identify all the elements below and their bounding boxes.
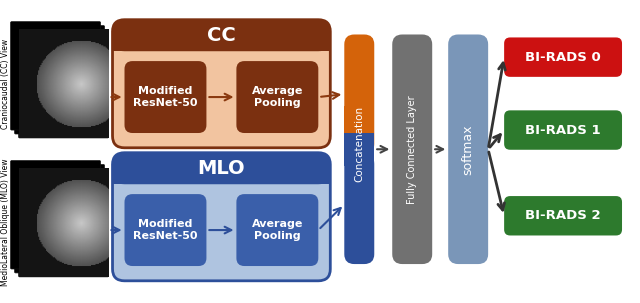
FancyBboxPatch shape: [236, 61, 318, 133]
Bar: [113, 35, 330, 51]
FancyBboxPatch shape: [504, 110, 622, 150]
FancyBboxPatch shape: [504, 38, 622, 77]
FancyBboxPatch shape: [392, 35, 432, 264]
FancyBboxPatch shape: [113, 20, 330, 148]
FancyBboxPatch shape: [448, 35, 488, 264]
Text: MedioLateral Oblique (MLO) View: MedioLateral Oblique (MLO) View: [1, 159, 10, 286]
Text: softmax: softmax: [461, 124, 475, 175]
FancyBboxPatch shape: [113, 153, 330, 281]
FancyBboxPatch shape: [11, 161, 100, 269]
FancyBboxPatch shape: [125, 194, 207, 266]
FancyBboxPatch shape: [236, 194, 318, 266]
Bar: [113, 168, 330, 184]
FancyBboxPatch shape: [504, 196, 622, 235]
FancyBboxPatch shape: [113, 153, 330, 184]
FancyBboxPatch shape: [11, 22, 100, 130]
FancyBboxPatch shape: [113, 20, 330, 51]
Text: Concatenation: Concatenation: [355, 106, 364, 182]
Text: Average
Pooling: Average Pooling: [252, 86, 303, 108]
FancyBboxPatch shape: [19, 168, 109, 277]
Bar: [344, 106, 374, 154]
Text: MLO: MLO: [198, 159, 245, 178]
Text: Craniocaudal (CC) View: Craniocaudal (CC) View: [1, 39, 10, 129]
FancyBboxPatch shape: [125, 61, 207, 133]
FancyBboxPatch shape: [15, 165, 104, 273]
Text: Modified
ResNet-50: Modified ResNet-50: [133, 86, 198, 108]
Text: Modified
ResNet-50: Modified ResNet-50: [133, 219, 198, 241]
FancyBboxPatch shape: [15, 26, 104, 134]
FancyBboxPatch shape: [344, 154, 374, 264]
Text: BI-RADS 0: BI-RADS 0: [525, 51, 601, 64]
Text: CC: CC: [207, 26, 236, 45]
Text: Average
Pooling: Average Pooling: [252, 219, 303, 241]
Text: BI-RADS 2: BI-RADS 2: [525, 209, 601, 222]
Bar: [344, 133, 374, 166]
Text: Fully Connected Layer: Fully Connected Layer: [407, 95, 417, 204]
FancyBboxPatch shape: [19, 30, 109, 138]
Text: BI-RADS 1: BI-RADS 1: [525, 124, 601, 137]
FancyBboxPatch shape: [344, 35, 374, 154]
